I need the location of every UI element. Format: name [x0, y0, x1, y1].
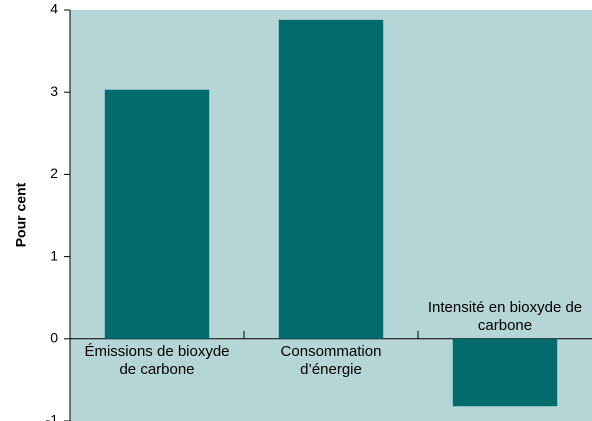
bar [104, 89, 210, 339]
bar [452, 338, 558, 407]
y-tick-label: 1 [50, 247, 58, 263]
y-tick-label: -1 [46, 412, 59, 421]
y-axis-label: Pour cent [13, 182, 29, 247]
x-tick-label: Intensité en bioxyde de carbone [427, 298, 583, 334]
y-tick-label: 4 [50, 1, 58, 17]
y-tick-label: 0 [50, 330, 58, 346]
x-tick-label: Émissions de bioxyde de carbone [84, 342, 230, 378]
y-tick-label: 2 [50, 165, 58, 181]
bar [278, 19, 384, 339]
y-tick-label: 3 [50, 83, 58, 99]
x-tick-label: Consommation d’énergie [280, 342, 382, 378]
